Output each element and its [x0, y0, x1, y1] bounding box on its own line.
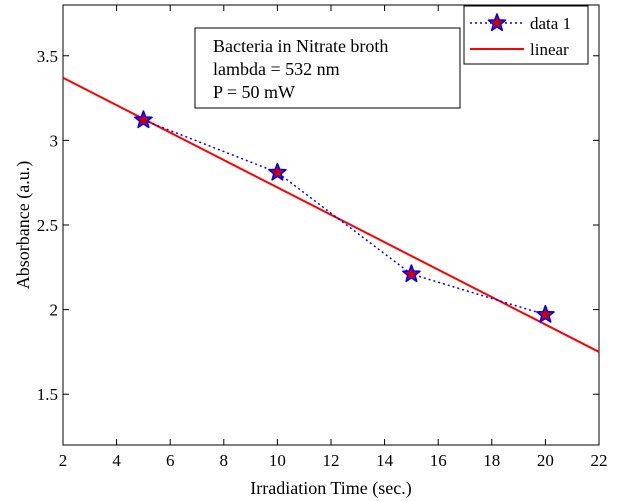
y-tick-labels: 1.5 2 2.5 3 3.5 [37, 47, 58, 404]
legend-label-linear: linear [530, 40, 569, 59]
annotation-line-2: lambda = 532 nm [213, 59, 340, 79]
y-tick-label: 2 [50, 301, 59, 320]
annotation-box: Bacteria in Nitrate broth lambda = 532 n… [194, 27, 461, 109]
x-tick-label: 4 [112, 451, 121, 470]
x-tick-label: 14 [376, 451, 394, 470]
x-tick-label: 2 [59, 451, 68, 470]
x-tick-label: 20 [537, 451, 554, 470]
y-tick-label: 2.5 [37, 216, 58, 235]
x-tick-label: 6 [166, 451, 175, 470]
series-layer [62, 76, 600, 353]
x-tick-label: 8 [220, 451, 229, 470]
data-point-marker [268, 162, 287, 181]
series-line-data-1 [143, 119, 546, 316]
y-axis-label: Absorbance (a.u.) [13, 161, 34, 289]
annotation-line-3: P = 50 mW [213, 82, 295, 102]
legend-label-data-1: data 1 [530, 14, 571, 33]
legend: data 1 linear [463, 5, 589, 65]
data-point-marker [402, 264, 421, 283]
y-tick-label: 3 [50, 131, 59, 150]
x-tick-labels: 2 4 6 8 10 12 14 16 18 20 22 [59, 451, 608, 470]
x-tick-label: 10 [269, 451, 286, 470]
legend-box [463, 5, 589, 65]
x-axis-label: Irradiation Time (sec.) [250, 478, 411, 499]
x-tick-label: 22 [591, 451, 608, 470]
data-point-marker [536, 304, 555, 323]
legend-star-marker [487, 13, 507, 32]
data-point-marker [134, 110, 153, 129]
x-tick-label: 18 [483, 451, 500, 470]
annotation-line-1: Bacteria in Nitrate broth [213, 36, 388, 56]
x-tick-label: 16 [430, 451, 447, 470]
y-tick-label: 3.5 [37, 47, 58, 66]
series-line-linear [62, 76, 600, 353]
x-tick-label: 12 [323, 451, 340, 470]
axis-ticks [62, 5, 600, 445]
y-tick-label: 1.5 [37, 385, 58, 404]
